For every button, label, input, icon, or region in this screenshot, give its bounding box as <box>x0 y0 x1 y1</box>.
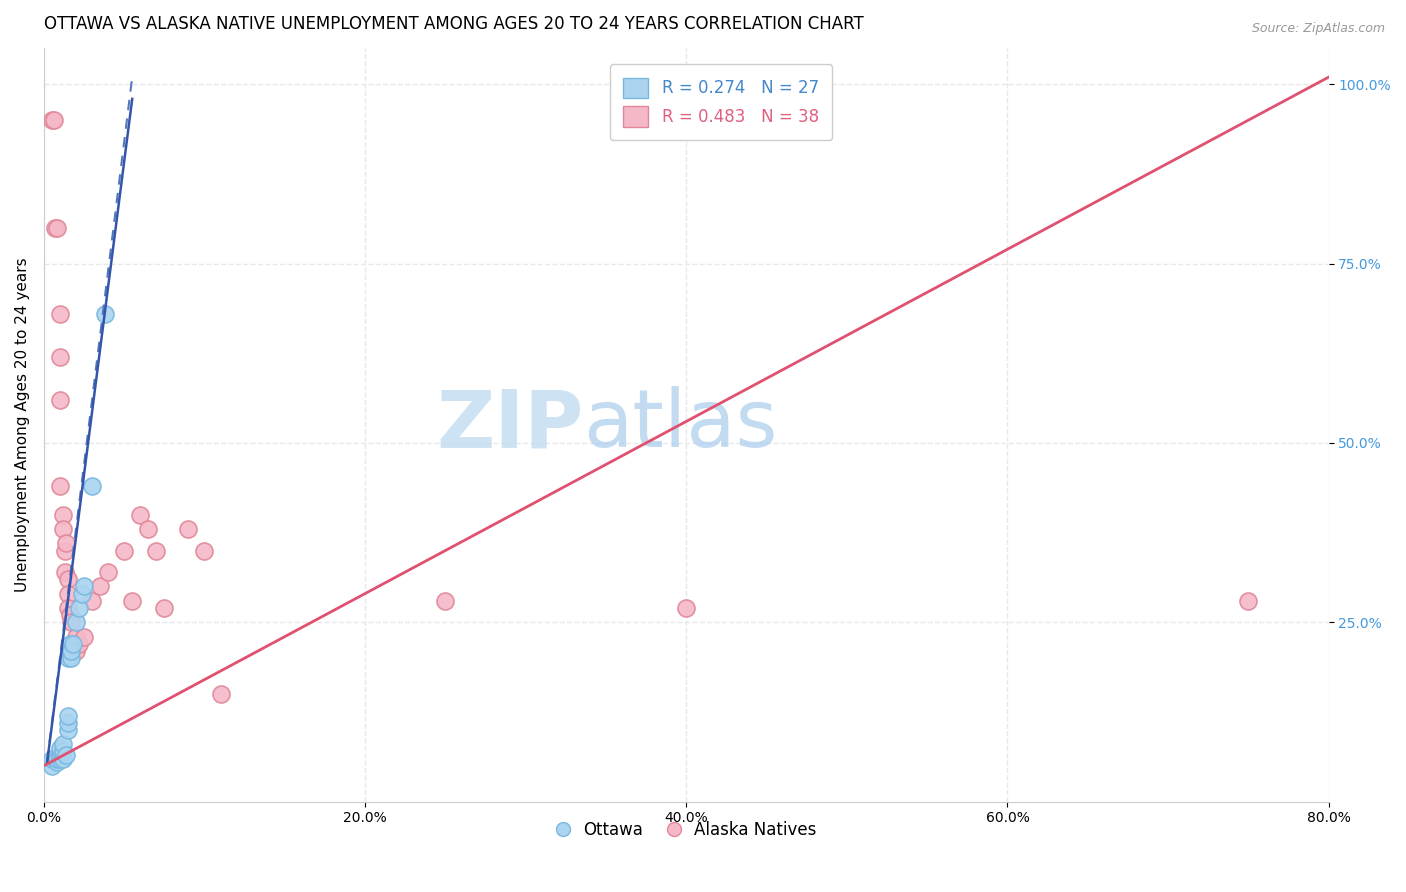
Point <box>80 479 103 493</box>
Point <box>67 637 90 651</box>
Y-axis label: Unemployment Among Ages 20 to 24 years: Unemployment Among Ages 20 to 24 years <box>15 258 30 592</box>
Point <box>73 630 96 644</box>
Point <box>72 586 94 600</box>
Point <box>53 565 76 579</box>
Point <box>177 522 200 536</box>
Point <box>80 593 103 607</box>
Point <box>55 536 77 550</box>
Point <box>62 637 84 651</box>
Point <box>58 644 80 658</box>
Point <box>121 593 143 607</box>
Point <box>67 601 90 615</box>
Point <box>44 220 66 235</box>
Text: Source: ZipAtlas.com: Source: ZipAtlas.com <box>1251 22 1385 36</box>
Point <box>97 565 120 579</box>
Point <box>41 113 63 128</box>
Point <box>94 307 117 321</box>
Point <box>675 601 697 615</box>
Point <box>45 751 67 765</box>
Point <box>65 615 87 630</box>
Point <box>56 572 79 586</box>
Point <box>49 307 72 321</box>
Text: OTTAWA VS ALASKA NATIVE UNEMPLOYMENT AMONG AGES 20 TO 24 YEARS CORRELATION CHART: OTTAWA VS ALASKA NATIVE UNEMPLOYMENT AMO… <box>44 15 863 33</box>
Point <box>136 522 159 536</box>
Point <box>49 740 72 755</box>
Point <box>52 737 75 751</box>
Point <box>49 392 72 407</box>
Point <box>153 601 176 615</box>
Point <box>56 708 79 723</box>
Text: ZIP: ZIP <box>436 386 583 464</box>
Point <box>112 543 135 558</box>
Point <box>60 615 83 630</box>
Point <box>45 220 67 235</box>
Point <box>209 687 232 701</box>
Point <box>145 543 167 558</box>
Point <box>1237 593 1260 607</box>
Point <box>49 350 72 364</box>
Point <box>62 637 84 651</box>
Point <box>41 758 63 772</box>
Point <box>52 744 75 758</box>
Point <box>434 593 457 607</box>
Point <box>193 543 215 558</box>
Point <box>60 651 83 665</box>
Point <box>52 522 75 536</box>
Point <box>58 637 80 651</box>
Point <box>56 715 79 730</box>
Text: atlas: atlas <box>583 386 778 464</box>
Point <box>52 508 75 522</box>
Point <box>89 579 111 593</box>
Point <box>42 113 65 128</box>
Point <box>73 579 96 593</box>
Point <box>49 479 72 493</box>
Point <box>58 608 80 623</box>
Legend: Ottawa, Alaska Natives: Ottawa, Alaska Natives <box>550 814 824 846</box>
Point <box>60 644 83 658</box>
Point <box>55 747 77 762</box>
Point <box>56 601 79 615</box>
Point <box>49 751 72 765</box>
Point <box>56 651 79 665</box>
Point <box>65 630 87 644</box>
Point <box>53 543 76 558</box>
Point <box>49 744 72 758</box>
Point <box>41 751 63 765</box>
Point <box>56 723 79 737</box>
Point <box>65 644 87 658</box>
Point <box>56 586 79 600</box>
Point <box>129 508 152 522</box>
Point <box>52 751 75 765</box>
Point <box>45 755 67 769</box>
Point <box>49 747 72 762</box>
